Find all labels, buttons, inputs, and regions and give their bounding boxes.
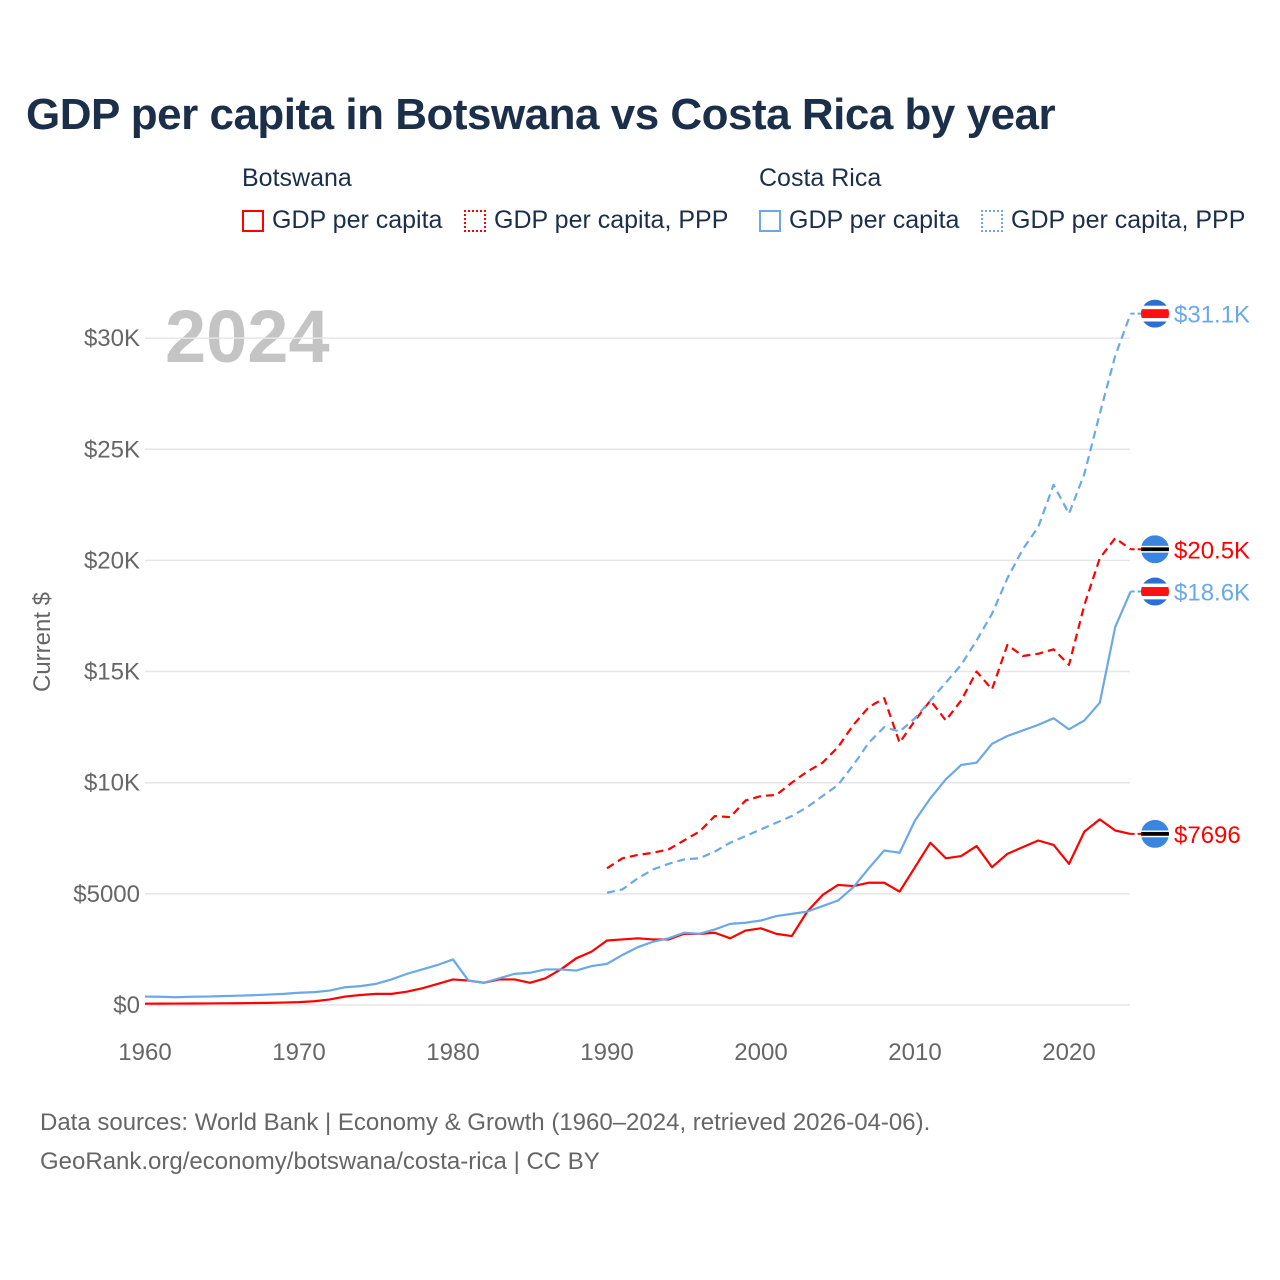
- botswana-flag-icon: [1141, 819, 1169, 848]
- legend-label: GDP per capita: [272, 206, 443, 234]
- legend-label: GDP per capita, PPP: [1011, 206, 1246, 234]
- series-line-1: [606, 537, 1132, 870]
- end-value-label: $31.1K: [1174, 302, 1250, 329]
- legend-botswana-gdp[interactable]: GDP per capita: [242, 206, 442, 235]
- end-value-label: $18.6K: [1174, 580, 1250, 607]
- x-tick-label: 1960: [118, 1039, 171, 1066]
- y-tick-label: $20K: [84, 547, 140, 574]
- legend-group-costa-rica: Costa Rica: [759, 164, 882, 192]
- legend-swatch: [464, 209, 486, 232]
- series-line-0: [144, 818, 1131, 1005]
- footer-sources: Data sources: World Bank | Economy & Gro…: [40, 1109, 931, 1136]
- x-tick-label: 1970: [272, 1039, 325, 1066]
- series-line-3: [606, 313, 1132, 894]
- y-tick-label: $30K: [84, 325, 140, 352]
- legend-group-botswana: Botswana: [242, 164, 352, 192]
- legend-costa-rica-gdp[interactable]: GDP per capita: [759, 206, 959, 235]
- legend-swatch: [242, 209, 264, 232]
- x-tick-label: 2020: [1042, 1039, 1095, 1066]
- end-value-label: $7696: [1174, 822, 1241, 849]
- footer-link[interactable]: GeoRank.org/economy/botswana/costa-rica …: [40, 1148, 600, 1175]
- y-tick-label: $10K: [84, 770, 140, 797]
- y-tick-label: $5000: [73, 881, 140, 908]
- y-axis-label: Current $: [29, 592, 56, 692]
- costa-rica-flag-icon: [1141, 577, 1169, 606]
- y-tick-label: $0: [113, 992, 140, 1019]
- y-tick-label: $25K: [84, 436, 140, 463]
- legend-botswana-ppp[interactable]: GDP per capita, PPP: [464, 206, 728, 235]
- botswana-flag-icon: [1141, 535, 1169, 564]
- legend-label: GDP per capita: [789, 206, 960, 234]
- y-tick-label: $15K: [84, 659, 140, 686]
- x-tick-label: 2010: [888, 1039, 941, 1066]
- series-line-2: [144, 591, 1132, 999]
- year-watermark: 2024: [165, 295, 330, 378]
- costa-rica-flag-icon: [1141, 299, 1169, 328]
- legend-swatch: [981, 209, 1003, 232]
- end-value-label: $20.5K: [1174, 537, 1250, 564]
- x-tick-label: 2000: [734, 1039, 787, 1066]
- x-tick-label: 1980: [426, 1039, 479, 1066]
- legend-swatch: [759, 209, 781, 232]
- legend-costa-rica-ppp[interactable]: GDP per capita, PPP: [981, 206, 1245, 235]
- x-tick-label: 1990: [580, 1039, 633, 1066]
- legend-label: GDP per capita, PPP: [494, 206, 729, 234]
- chart-title: GDP per capita in Botswana vs Costa Rica…: [26, 90, 1056, 139]
